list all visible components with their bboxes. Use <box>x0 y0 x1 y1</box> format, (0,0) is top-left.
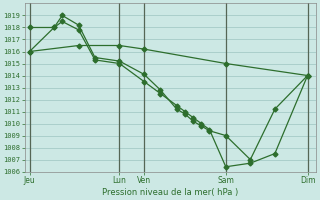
X-axis label: Pression niveau de la mer( hPa ): Pression niveau de la mer( hPa ) <box>102 188 238 197</box>
